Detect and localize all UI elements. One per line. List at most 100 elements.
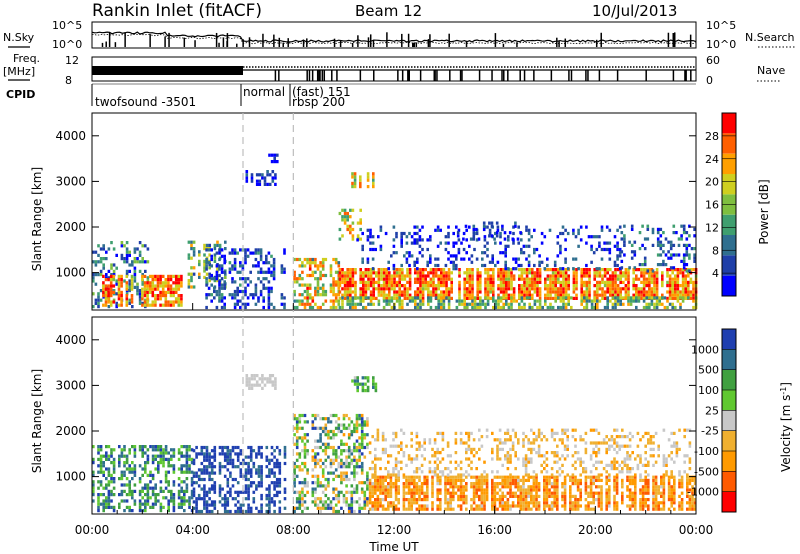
data-cell — [138, 499, 142, 503]
data-cell — [393, 277, 396, 281]
data-cell — [655, 274, 659, 278]
data-cell — [338, 305, 342, 310]
data-cell — [338, 290, 342, 294]
data-cell — [561, 498, 564, 502]
data-cell — [208, 465, 211, 469]
freq-unit: [MHz] — [3, 65, 35, 78]
data-cell — [208, 490, 211, 494]
data-cell — [337, 455, 341, 459]
data-cell — [215, 270, 219, 274]
data-cell — [125, 483, 129, 487]
data-cell — [444, 488, 447, 492]
data-cell — [125, 454, 129, 458]
data-cell — [491, 504, 494, 508]
data-cell — [97, 480, 100, 484]
data-cell — [346, 290, 349, 294]
data-cell — [92, 486, 95, 490]
data-cell — [483, 244, 487, 248]
data-cell — [133, 470, 137, 474]
data-cell — [375, 274, 378, 278]
data-cell — [205, 280, 208, 284]
data-cell — [627, 271, 630, 275]
data-cell — [563, 501, 567, 505]
data-cell — [685, 243, 689, 247]
data-cell — [661, 302, 664, 306]
data-cell — [654, 494, 658, 498]
data-cell — [392, 238, 396, 242]
data-cell — [511, 475, 515, 479]
data-cell — [306, 506, 309, 510]
data-cell — [216, 240, 219, 244]
y-tick-label: 2000 — [55, 220, 86, 234]
data-cell — [311, 423, 315, 427]
data-cell — [528, 290, 531, 294]
data-cell — [523, 302, 526, 306]
data-cell — [350, 420, 354, 424]
data-cell — [213, 449, 217, 453]
data-cell — [559, 305, 563, 310]
data-cell — [431, 488, 434, 492]
data-cell — [650, 287, 654, 291]
data-cell — [369, 271, 373, 275]
data-cell — [609, 287, 612, 291]
data-cell — [671, 284, 674, 288]
data-cell — [650, 274, 654, 278]
data-cell — [475, 507, 478, 511]
data-cell — [278, 452, 282, 456]
data-cell — [634, 504, 637, 508]
data-cell — [478, 488, 481, 492]
data-cell — [226, 484, 230, 488]
data-cell — [687, 280, 690, 284]
data-cell — [631, 482, 634, 486]
data-cell — [651, 231, 655, 235]
data-cell — [112, 284, 116, 288]
data-cell — [128, 451, 131, 455]
data-cell — [644, 488, 647, 492]
data-cell — [570, 296, 573, 300]
data-cell — [471, 302, 474, 306]
data-cell — [255, 380, 259, 384]
data-cell — [337, 423, 341, 427]
data-cell — [146, 496, 150, 500]
data-cell — [622, 302, 625, 306]
data-cell — [518, 277, 521, 281]
data-cell — [454, 482, 458, 486]
data-cell — [670, 498, 673, 502]
data-cell — [449, 475, 452, 479]
data-cell — [192, 285, 196, 289]
data-cell — [432, 280, 435, 284]
data-cell — [413, 494, 416, 498]
data-cell — [567, 280, 570, 284]
data-cell — [504, 507, 507, 511]
data-cell — [239, 277, 242, 281]
data-cell — [268, 506, 271, 510]
data-cell — [231, 277, 234, 281]
data-cell — [653, 293, 656, 297]
data-cell — [449, 254, 453, 258]
data-cell — [270, 286, 273, 290]
data-cell — [157, 499, 160, 503]
data-cell — [324, 506, 328, 510]
data-cell — [359, 287, 362, 291]
data-cell — [364, 376, 367, 380]
data-cell — [650, 296, 654, 300]
data-cell — [652, 482, 655, 486]
data-cell — [444, 235, 448, 239]
data-cell — [532, 478, 536, 482]
data-cell — [651, 243, 655, 247]
data-cell — [385, 277, 388, 281]
data-cell — [306, 273, 309, 278]
data-cell — [672, 243, 676, 247]
data-cell — [334, 458, 338, 462]
data-cell — [141, 454, 144, 458]
data-cell — [273, 471, 276, 475]
data-cell — [144, 445, 147, 449]
data-cell — [185, 461, 189, 465]
data-cell — [658, 299, 661, 303]
data-cell — [380, 268, 383, 272]
data-cell — [468, 284, 472, 288]
data-cell — [316, 481, 320, 485]
data-cell — [381, 488, 385, 492]
data-cell — [645, 305, 648, 310]
data-cell — [303, 433, 307, 437]
